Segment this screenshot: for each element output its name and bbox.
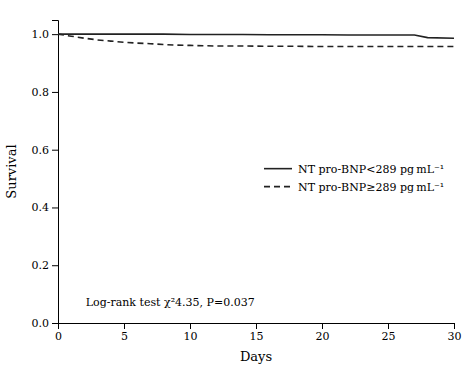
x-axis-tick-label: 15 — [250, 330, 264, 343]
legend-swatch — [264, 168, 292, 170]
x-axis-tick-label: 0 — [55, 330, 62, 343]
plot: 0 5 10 15 20 25 30 0.0 0.2 0.4 0.6 0.8 1.0 Log-rank t… — [32, 21, 462, 343]
y-axis-tick-mark — [52, 207, 58, 208]
y-axis-tick-label: 0.6 — [32, 144, 50, 157]
lines — [58, 34, 454, 46]
x-axis-tick-mark — [190, 323, 191, 329]
x-axis-tick-label: 25 — [382, 330, 396, 343]
legend: NT pro-BNP<289 pg mL⁻¹ NT pro-BNP≥289 pg … — [264, 163, 444, 194]
y-axis-tick: 1.0 — [32, 28, 59, 41]
legend-label: NT pro-BNP<289 pg mL⁻¹ — [298, 163, 444, 176]
x-axis-tick: 25 — [382, 323, 396, 343]
x-axis-tick-label: 30 — [448, 330, 462, 343]
series-line — [58, 34, 454, 38]
y-axis-tick: 0.4 — [32, 201, 59, 214]
legend-item: NT pro-BNP<289 pg mL⁻¹ — [264, 163, 444, 176]
x-axis-tick: 10 — [184, 323, 198, 343]
y-axis-line — [52, 21, 59, 324]
legend-swatch — [264, 186, 292, 188]
y-axis-tick-label: 0.0 — [32, 317, 50, 330]
chart: 0 5 10 15 20 25 30 0.0 0.2 0.4 0.6 0.8 1.0 Log-rank t… — [0, 0, 474, 371]
y-axis-tick-mark — [52, 265, 58, 266]
x-axis-tick: 20 — [316, 323, 330, 343]
y-axis-tick: 0.8 — [32, 86, 59, 99]
x-axis-tick: 30 — [448, 323, 462, 343]
x-axis-tick-label: 5 — [121, 330, 128, 343]
y-axis-tick-mark — [52, 323, 58, 324]
y-axis-title: Survival — [4, 144, 19, 198]
y-axis-tick: 0.6 — [32, 144, 59, 157]
y-axis-tick: 0.0 — [32, 317, 59, 330]
x-axis-tick-mark — [388, 323, 389, 329]
x-axis-tick-label: 10 — [184, 330, 198, 343]
x-axis-title: Days — [240, 349, 272, 364]
legend-item: NT pro-BNP≥289 pg mL⁻¹ — [264, 181, 444, 194]
x-axis-line — [59, 324, 455, 330]
y-axis-tick-label: 1.0 — [32, 28, 50, 41]
legend-label: NT pro-BNP≥289 pg mL⁻¹ — [298, 181, 444, 194]
x-axis-tick-mark — [454, 323, 455, 329]
x-axis-tick-mark — [322, 323, 323, 329]
y-axis-tick: 0.2 — [32, 259, 59, 272]
y-axis-tick-label: 0.2 — [32, 259, 50, 272]
x-axis-tick-mark — [124, 323, 125, 329]
x-axis-tick: 5 — [121, 323, 128, 343]
x-axis-tick-mark — [256, 323, 257, 329]
x-axis: 0 5 10 15 20 25 30 — [55, 323, 462, 343]
y-axis-tick-mark — [52, 150, 58, 151]
y-axis-tick-mark — [52, 34, 58, 35]
series-line — [58, 34, 454, 46]
y-axis: 0.0 0.2 0.4 0.6 0.8 1.0 — [32, 21, 59, 331]
annotation: Log-rank test χ²4.35, P=0.037 — [86, 296, 255, 309]
y-axis-tick-label: 0.8 — [32, 86, 50, 99]
x-axis-tick-label: 20 — [316, 330, 330, 343]
x-axis-tick: 15 — [250, 323, 264, 343]
y-axis-tick-label: 0.4 — [32, 201, 50, 214]
y-axis-tick-mark — [52, 92, 58, 93]
x-axis-tick: 0 — [55, 323, 62, 343]
